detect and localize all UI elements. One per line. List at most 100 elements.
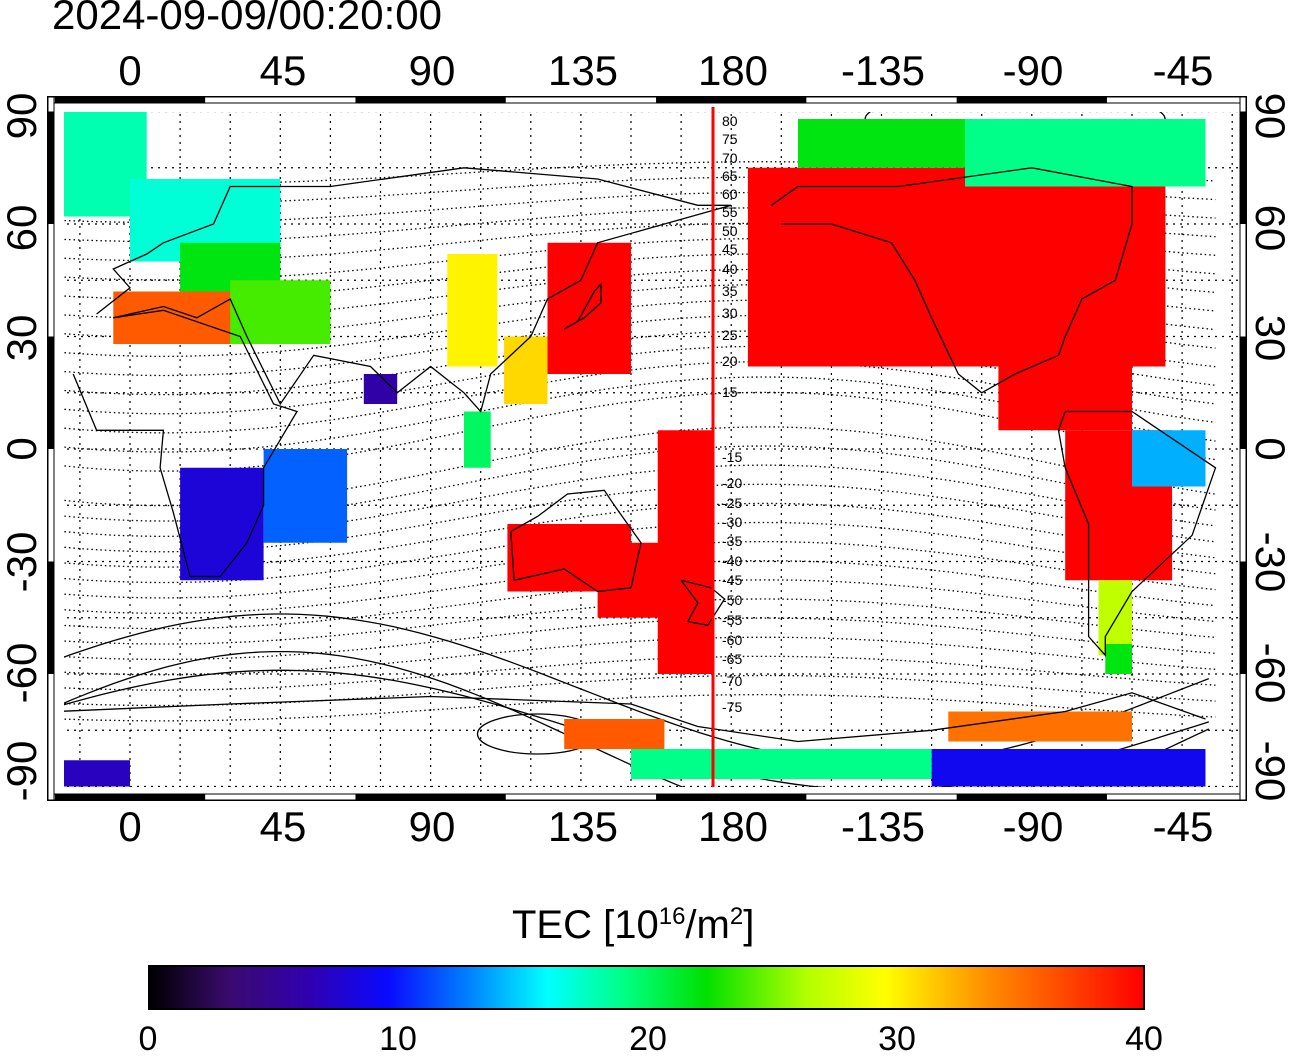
tec-region [948, 711, 1132, 742]
tec-region [180, 467, 264, 581]
lon-tick-bottom: 0 [118, 803, 142, 850]
lon-tick-top: 90 [408, 47, 456, 94]
tec-region [564, 719, 665, 749]
mag-lat-label: 25 [722, 327, 738, 343]
mag-lat-label: 50 [722, 223, 738, 239]
mag-lat-label: -70 [722, 673, 742, 689]
mag-lat-label: -55 [722, 612, 742, 628]
tec-region [657, 430, 715, 674]
lat-tick-left: 0 [0, 437, 45, 461]
mag-lat-line [64, 426, 1216, 507]
tec-region [447, 254, 498, 367]
coastline [96, 167, 732, 413]
lon-tick-top: -135 [840, 47, 926, 94]
colorbar [148, 965, 1145, 1010]
mag-lat-label: -35 [722, 533, 742, 549]
frame-tick [656, 794, 807, 800]
mag-lat-label: 55 [722, 204, 738, 220]
tec-region [631, 749, 932, 779]
mag-lat-line [64, 655, 1216, 691]
mag-lat-line [64, 445, 1216, 522]
mag-lat-label: -50 [722, 592, 742, 608]
mag-contour [64, 650, 1210, 787]
lat-tick-left: -90 [0, 740, 45, 802]
mag-lat-label: -25 [722, 495, 742, 511]
mag-lat-label: -65 [722, 651, 742, 667]
coastline [510, 489, 642, 593]
lon-tick-bottom: 180 [697, 803, 769, 850]
mag-lat-label: 80 [722, 113, 738, 129]
tec-region [64, 760, 130, 787]
lon-tick-top: 135 [547, 47, 619, 94]
lat-tick-right: 0 [1247, 437, 1294, 461]
coastline [1057, 410, 1217, 658]
tec-region [747, 167, 1166, 367]
tec-region [464, 411, 491, 468]
mag-lat-label: 65 [722, 168, 738, 184]
lat-tick-right: -90 [1247, 740, 1294, 802]
lon-tick-bottom: 90 [408, 803, 456, 850]
lon-tick-top: -45 [1152, 47, 1214, 94]
lat-tick-left: -30 [0, 531, 45, 593]
tec-region [1098, 580, 1132, 656]
mag-lat-label: -75 [722, 699, 742, 715]
lat-tick-left: -60 [0, 642, 45, 704]
frame-tick [355, 794, 506, 800]
tec-region [1105, 644, 1132, 674]
tec-map: 80 75 70 65 60 55 50 45 40 35 30 25 20 15 -15 -20 -25 -30… [47, 96, 1247, 801]
mag-lat-label: -45 [722, 572, 742, 588]
axis-tick-bars [47, 96, 1247, 801]
tec-region [931, 749, 1206, 787]
tec-region [998, 355, 1132, 431]
lat-tick-right: -30 [1247, 531, 1294, 593]
mag-lat-line [64, 617, 1216, 661]
mag-lat-label: -20 [722, 475, 742, 491]
frame-tick [1240, 111, 1246, 224]
mag-lat-label: 30 [722, 305, 738, 321]
frame-tick [54, 97, 206, 103]
coastline [72, 309, 298, 578]
coastline [680, 579, 726, 627]
tec-observations [64, 112, 1206, 787]
frame-tick [956, 97, 1107, 103]
timestamp-title: 2024-09-09/00:20:00 [52, 0, 442, 38]
mag-lat-line [64, 693, 1216, 722]
tec-region [1132, 430, 1206, 487]
mag-lat-label: -30 [722, 514, 742, 530]
lon-tick-bottom: -135 [840, 803, 926, 850]
magnetic-latitude-labels: 80 75 70 65 60 55 50 45 40 35 30 25 20 15 -15 -20 -25 -30… [722, 113, 742, 715]
mag-lat-label: 40 [722, 261, 738, 277]
frame-tick [48, 561, 54, 674]
tec-region [965, 119, 1206, 187]
colorbar-tick-label: 10 [379, 1020, 417, 1058]
lon-tick-top: -90 [1002, 47, 1064, 94]
frame-tick [48, 111, 54, 224]
tec-region [504, 336, 548, 404]
colorbar-title: TEC [1016/m2] [512, 903, 755, 947]
tec-region [230, 280, 331, 344]
mag-lat-line [64, 391, 1216, 472]
mag-lat-label: -40 [722, 553, 742, 569]
lat-tick-right: 30 [1247, 314, 1294, 362]
lon-tick-top: 45 [259, 47, 307, 94]
lat-tick-right: 60 [1247, 204, 1294, 252]
colorbar-tick-label: 20 [629, 1020, 667, 1058]
frame-tick [48, 336, 54, 449]
lat-tick-left: 30 [0, 314, 45, 362]
mag-lat-line [64, 598, 1216, 645]
tec-region [263, 449, 348, 543]
lon-tick-bottom: -45 [1152, 803, 1214, 850]
colorbar-tick-label: 40 [1125, 1020, 1163, 1058]
frame-tick [355, 97, 506, 103]
mag-lat-label: 15 [722, 384, 738, 400]
coastlines [64, 167, 1217, 743]
lat-tick-right: -60 [1247, 642, 1294, 704]
mag-lat-line [64, 636, 1216, 676]
mag-lat-label: 45 [722, 241, 738, 257]
colorbar-tick-label: 30 [878, 1020, 916, 1058]
tec-region [113, 291, 247, 344]
frame-tick [956, 794, 1107, 800]
mag-lat-label: -60 [722, 632, 742, 648]
tec-region [798, 119, 982, 168]
coastline [770, 167, 1133, 394]
